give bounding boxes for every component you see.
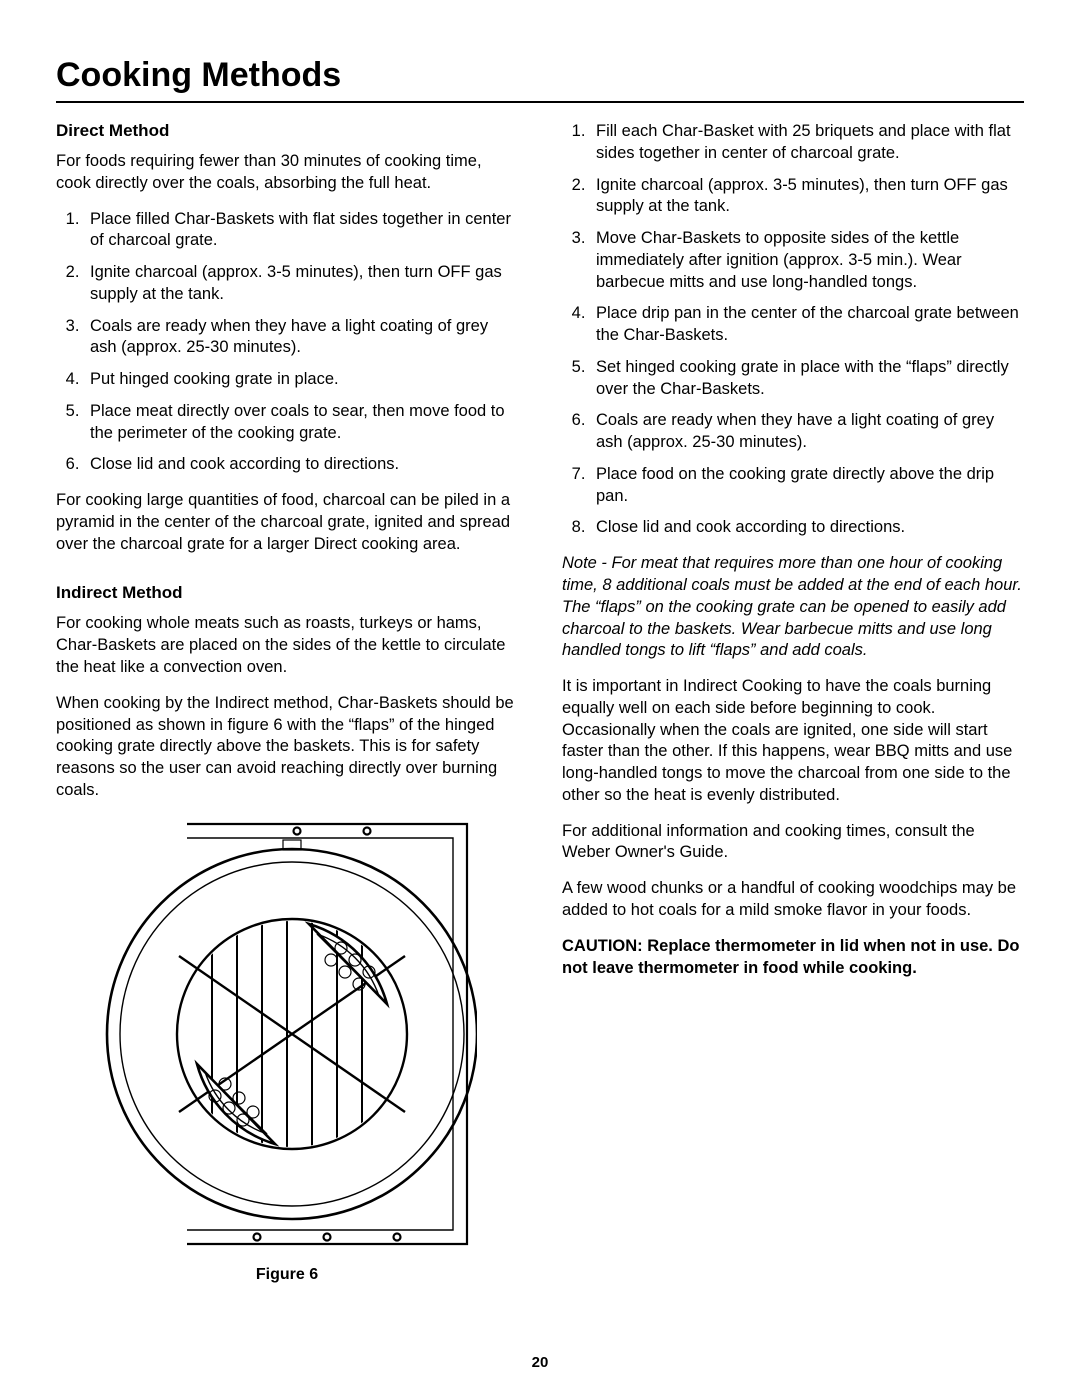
list-item: Close lid and cook according to directio… xyxy=(590,517,1024,539)
indirect-method-heading: Indirect Method xyxy=(56,583,518,603)
figure-6: Figure 6 xyxy=(56,816,518,1284)
page-title: Cooking Methods xyxy=(56,56,1024,95)
list-item: Coals are ready when they have a light c… xyxy=(590,410,1024,454)
list-item: Place filled Char-Baskets with flat side… xyxy=(84,209,518,253)
page-number: 20 xyxy=(0,1354,1080,1371)
title-rule xyxy=(56,101,1024,103)
right-column: Fill each Char-Basket with 25 briquets a… xyxy=(562,121,1024,1284)
list-item: Ignite charcoal (approx. 3-5 minutes), t… xyxy=(84,262,518,306)
left-column: Direct Method For foods requiring fewer … xyxy=(56,121,518,1284)
indirect-note: Note - For meat that requires more than … xyxy=(562,553,1024,662)
indirect-method-p2: When cooking by the Indirect method, Cha… xyxy=(56,693,518,802)
list-item: Close lid and cook according to directio… xyxy=(84,454,518,476)
list-item: Place drip pan in the center of the char… xyxy=(590,303,1024,347)
indirect-p3: A few wood chunks or a handful of cookin… xyxy=(562,878,1024,922)
caution-text: CAUTION: Replace thermometer in lid when… xyxy=(562,936,1024,980)
list-item: Move Char-Baskets to opposite sides of t… xyxy=(590,228,1024,293)
direct-method-steps: Place filled Char-Baskets with flat side… xyxy=(56,209,518,477)
indirect-p1: It is important in Indirect Cooking to h… xyxy=(562,676,1024,807)
direct-method-outro: For cooking large quantities of food, ch… xyxy=(56,490,518,555)
grill-diagram-icon xyxy=(97,816,477,1256)
two-column-layout: Direct Method For foods requiring fewer … xyxy=(56,121,1024,1284)
list-item: Coals are ready when they have a light c… xyxy=(84,316,518,360)
direct-method-intro: For foods requiring fewer than 30 minute… xyxy=(56,151,518,195)
indirect-p2: For additional information and cooking t… xyxy=(562,821,1024,865)
list-item: Set hinged cooking grate in place with t… xyxy=(590,357,1024,401)
indirect-method-p1: For cooking whole meats such as roasts, … xyxy=(56,613,518,678)
list-item: Place food on the cooking grate directly… xyxy=(590,464,1024,508)
list-item: Put hinged cooking grate in place. xyxy=(84,369,518,391)
list-item: Fill each Char-Basket with 25 briquets a… xyxy=(590,121,1024,165)
direct-method-heading: Direct Method xyxy=(56,121,518,141)
list-item: Ignite charcoal (approx. 3-5 minutes), t… xyxy=(590,175,1024,219)
list-item: Place meat directly over coals to sear, … xyxy=(84,401,518,445)
indirect-method-steps: Fill each Char-Basket with 25 briquets a… xyxy=(562,121,1024,539)
figure-caption: Figure 6 xyxy=(56,1266,518,1284)
